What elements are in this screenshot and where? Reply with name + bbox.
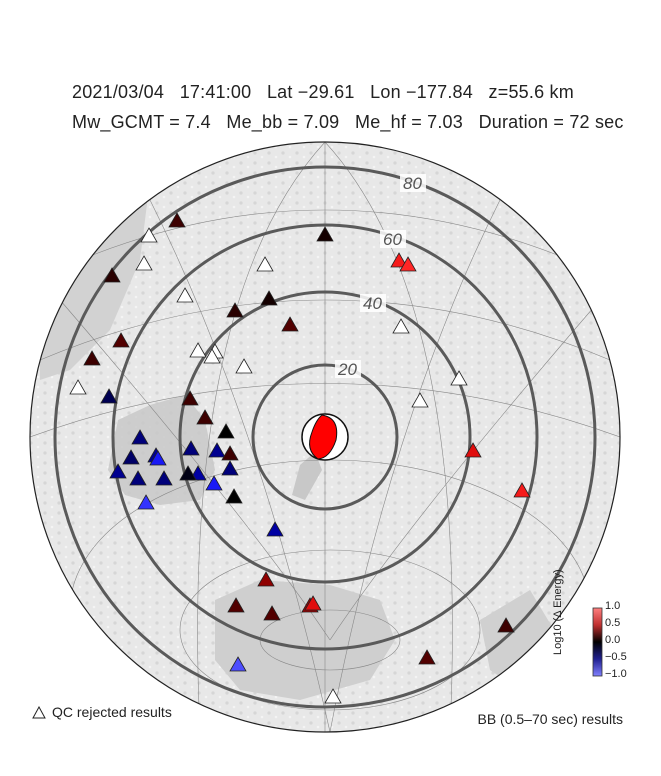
rejected-station-marker xyxy=(189,342,207,358)
station-marker xyxy=(83,350,101,366)
station-marker xyxy=(196,409,214,425)
station-marker xyxy=(221,460,239,476)
station-marker xyxy=(155,470,173,486)
station-marker xyxy=(217,423,235,439)
station-marker xyxy=(513,482,531,498)
station-marker xyxy=(149,450,167,466)
ring-label-80: 80 xyxy=(403,174,422,193)
ring-60 xyxy=(111,223,539,651)
rejected-station-marker xyxy=(392,318,410,334)
station-marker xyxy=(137,494,155,510)
results-band-label: BB (0.5–70 sec) results xyxy=(477,711,623,727)
station-marker xyxy=(316,226,334,242)
rejected-station-marker xyxy=(450,370,468,386)
station-marker xyxy=(181,390,199,406)
rejected-station-marker xyxy=(140,227,158,243)
energy-colorbar xyxy=(592,607,603,677)
colorbar-tick: 1.0 xyxy=(605,600,621,612)
station-marker xyxy=(497,617,515,633)
rejected-station-markers xyxy=(69,227,468,704)
station-marker xyxy=(226,302,244,318)
station-marker xyxy=(266,521,284,537)
station-marker xyxy=(257,571,275,587)
colorbar-tick: 0.0 xyxy=(605,634,621,646)
station-marker xyxy=(304,595,322,611)
open-triangle-icon xyxy=(32,705,46,718)
rejected-station-marker xyxy=(235,358,253,374)
globe-outline xyxy=(29,141,621,733)
station-marker xyxy=(260,290,278,306)
station-marker xyxy=(205,475,223,491)
ring-label-40: 40 xyxy=(363,294,382,313)
rejected-station-marker xyxy=(176,287,194,303)
distance-rings xyxy=(53,165,597,709)
station-marker xyxy=(100,388,118,404)
event-info-line-1: 2021/03/04 17:41:00 Lat −29.61 Lon −177.… xyxy=(72,82,574,102)
ring-40 xyxy=(178,290,472,584)
station-marker xyxy=(168,212,186,228)
qc-rejected-label: QC rejected results xyxy=(52,704,172,720)
ring-label-20: 20 xyxy=(337,360,357,379)
asia-landmass xyxy=(40,180,150,380)
station-marker xyxy=(263,605,281,621)
rejected-station-marker xyxy=(69,379,87,395)
colorbar-tick: −1.0 xyxy=(605,668,627,680)
station-marker xyxy=(418,649,436,665)
rejected-station-marker xyxy=(324,688,342,704)
station-marker xyxy=(122,449,140,465)
ring-20 xyxy=(251,363,399,511)
new-zealand-landmass xyxy=(292,452,322,500)
ring-80 xyxy=(53,165,597,709)
colorbar-title: Log10 (Δ Energy) xyxy=(552,569,564,655)
station-marker xyxy=(221,445,239,461)
station-marker xyxy=(179,465,197,481)
station-marker xyxy=(225,488,243,504)
antarctica-landmass xyxy=(215,580,395,700)
station-marker xyxy=(464,442,482,458)
station-marker xyxy=(103,267,121,283)
station-markers xyxy=(83,212,531,672)
rejected-station-marker xyxy=(411,392,429,408)
station-marker xyxy=(229,656,247,672)
focal-mechanism-beachball xyxy=(301,413,349,461)
station-marker xyxy=(112,332,130,348)
colorbar-tick: −0.5 xyxy=(605,651,627,663)
event-magnitude-line: Mw_GCMT = 7.4 Me_bb = 7.09 Me_hf = 7.03 … xyxy=(72,112,624,132)
rejected-station-marker xyxy=(256,256,274,272)
colorbar-tick: 0.5 xyxy=(605,617,621,629)
station-marker xyxy=(390,252,408,268)
rejected-station-marker xyxy=(203,348,221,364)
station-marker xyxy=(281,316,299,332)
station-marker xyxy=(182,440,200,456)
station-marker xyxy=(109,463,127,479)
ring-label-60: 60 xyxy=(383,230,402,249)
station-marker xyxy=(131,429,149,445)
station-marker xyxy=(208,442,226,458)
qc-rejected-legend: QC rejected results xyxy=(32,704,172,720)
station-marker xyxy=(227,597,245,613)
station-marker xyxy=(399,256,417,272)
station-marker xyxy=(129,470,147,486)
rejected-station-marker xyxy=(135,255,153,271)
